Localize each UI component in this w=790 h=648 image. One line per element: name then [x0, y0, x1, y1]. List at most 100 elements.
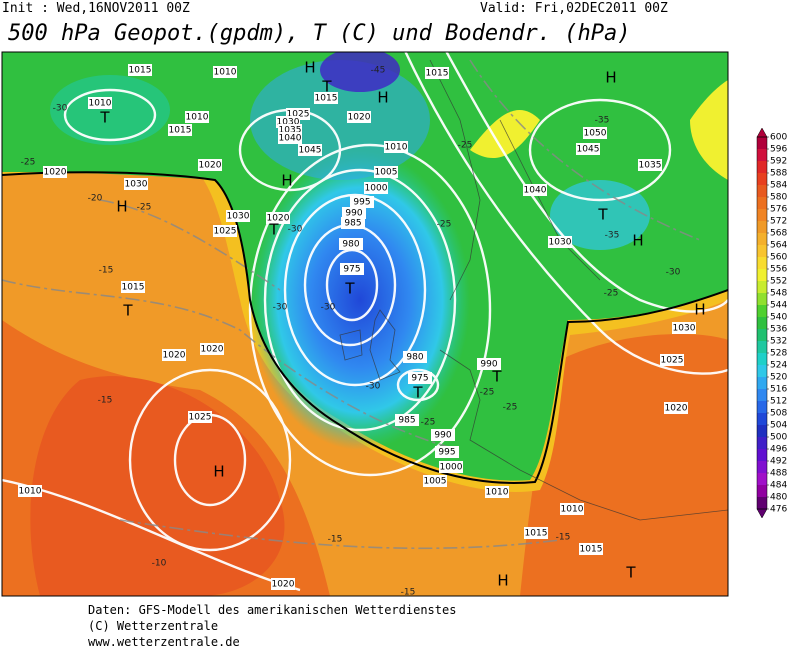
pressure-center: T [99, 109, 110, 127]
colorbar-label: 580 [770, 193, 787, 203]
colorbar-segment [757, 197, 767, 210]
colorbar-segment [757, 497, 767, 510]
isobar-label: 1050 [584, 129, 607, 139]
colorbar-segment [757, 401, 767, 414]
label-box [408, 372, 432, 384]
temperature-label: -15 [556, 533, 571, 543]
label-box [121, 281, 145, 293]
colorbar-label: 492 [770, 457, 787, 467]
isobar-label: 1000 [440, 463, 463, 473]
temperature-label: -20 [88, 194, 103, 204]
pressure-center: H [694, 301, 705, 319]
isobar-label: 1020 [348, 113, 371, 123]
label-box [266, 212, 290, 224]
pressure-center: T [491, 368, 502, 386]
temperature-label: -15 [99, 266, 114, 276]
colorbar-label: 576 [770, 205, 787, 215]
isobar-label: 1020 [272, 580, 295, 590]
init-time: Init : Wed,16NOV2011 00Z [2, 1, 190, 16]
colorbar-segment [757, 473, 767, 486]
temperature-label: -15 [401, 588, 416, 598]
label-box [560, 503, 584, 515]
label-box [88, 97, 112, 109]
colorbar-segment [757, 185, 767, 198]
colorbar-label: 516 [770, 385, 787, 395]
colorbar-segment [757, 233, 767, 246]
label-box [168, 124, 192, 136]
colorbar-label: 568 [770, 229, 787, 239]
colorbar-label: 512 [770, 397, 787, 407]
colorbar-label: 588 [770, 169, 787, 179]
label-box [638, 159, 662, 171]
label-box [431, 429, 455, 441]
temperature-label: -25 [503, 403, 518, 413]
colorbar-label: 480 [770, 493, 787, 503]
isobar-label: 1015 [129, 66, 152, 76]
isobar-label: 1000 [365, 184, 388, 194]
isobar-label: 995 [353, 198, 370, 208]
isobar-label: 995 [438, 448, 455, 458]
colorbar-segment [757, 353, 767, 366]
footer-line: www.wetterzentrale.de [88, 635, 240, 648]
label-box [583, 127, 607, 139]
isobar-label: 1020 [267, 214, 290, 224]
label-box [403, 351, 427, 363]
temperature-label: -35 [605, 231, 620, 241]
isobar-label: 980 [406, 353, 423, 363]
isobar-label: 1015 [426, 69, 449, 79]
isobar-label: 1025 [661, 356, 684, 366]
isobar-label: 1010 [486, 488, 509, 498]
isobar-label: 1015 [169, 126, 192, 136]
isobar-label: 975 [343, 265, 360, 275]
pressure-center: H [377, 89, 388, 107]
label-box [185, 111, 209, 123]
colorbar-label: 548 [770, 289, 787, 299]
colorbar-segment [757, 389, 767, 402]
isobar-label: 1035 [279, 126, 302, 136]
label-box [425, 67, 449, 79]
label-box [43, 166, 67, 178]
isobar-label: 1030 [277, 118, 300, 128]
colorbar-label: 540 [770, 313, 787, 323]
isobar-label: 1010 [89, 99, 112, 109]
label-box [423, 475, 447, 487]
temperature-label: -30 [366, 382, 381, 392]
colorbar-label: 592 [770, 157, 787, 167]
colorbar-segment [757, 341, 767, 354]
colorbar-segment [757, 281, 767, 294]
colorbar-segment [757, 329, 767, 342]
isobar-label: 1010 [19, 487, 42, 497]
colorbar-label: 500 [770, 433, 787, 443]
colorbar-segment [757, 137, 767, 150]
isobar-label: 1005 [424, 477, 447, 487]
colorbar-label: 488 [770, 469, 787, 479]
pressure-center: H [281, 172, 292, 190]
label-box [364, 182, 388, 194]
footer-line: (C) Wetterzentrale [88, 619, 218, 633]
colorbar-segment [757, 221, 767, 234]
valid-time: Valid: Fri,02DEC2011 00Z [480, 1, 668, 16]
label-box [128, 64, 152, 76]
label-box [226, 210, 250, 222]
label-box [672, 322, 696, 334]
colorbar-segment [757, 257, 767, 270]
temperature-label: -25 [137, 203, 152, 213]
label-box [548, 236, 572, 248]
isobar-label: 1045 [577, 145, 600, 155]
label-box [314, 92, 338, 104]
colorbar-label: 596 [770, 145, 787, 155]
colorbar-label: 524 [770, 361, 787, 371]
colorbar-label: 552 [770, 277, 787, 287]
label-box [198, 159, 222, 171]
label-box [660, 354, 684, 366]
colorbar-label: 496 [770, 445, 787, 455]
temperature-label: -45 [371, 66, 386, 76]
label-box [485, 486, 509, 498]
temperature-label: -25 [458, 141, 473, 151]
colorbar-segment [757, 161, 767, 174]
isobar-label: 1015 [525, 529, 548, 539]
isobar-label: 1015 [580, 545, 603, 555]
isobar-label: 1020 [199, 161, 222, 171]
isobar-label: 980 [342, 240, 359, 250]
